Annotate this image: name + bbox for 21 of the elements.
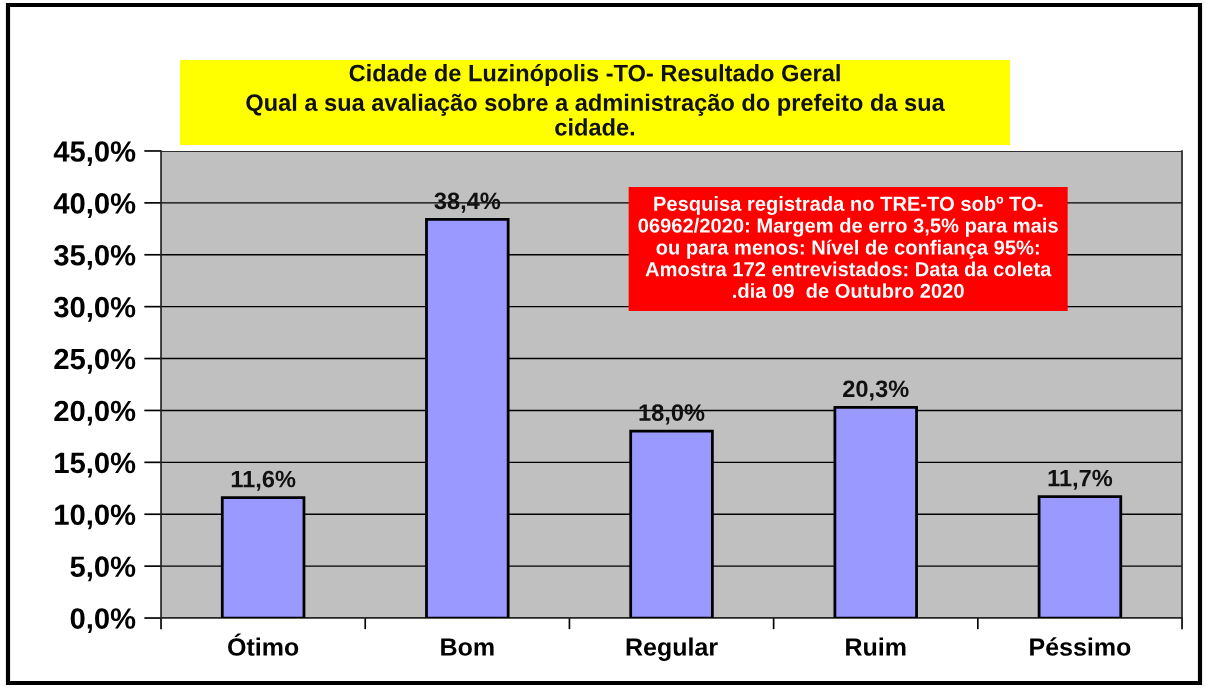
data-label: 11,7% (1048, 469, 1113, 490)
data-label: 11,6% (231, 470, 296, 491)
x-tick-label: Ótimo (228, 633, 299, 656)
y-tick-label: 20,0% (54, 400, 136, 426)
x-tick-label: Bom (441, 638, 494, 656)
y-tick-label: 35,0% (54, 244, 136, 270)
x-tick-label: Regular (626, 637, 718, 661)
y-tick-label: 25,0% (54, 348, 136, 374)
data-label: 20,3% (843, 380, 909, 401)
chart-subtitle: Qual a sua avaliação sobre a administração do prefeito da sua cidade. (246, 93, 945, 136)
y-tick-label: 10,0% (55, 504, 136, 530)
y-tick-label: 30,0% (54, 296, 136, 322)
annotation: Pesquisa registrada no TRE-TO sobº TO- 06962/2020: Margem de erro 3,5% para mais ou para menos: Nível de confiança 95%: Amostra 172 entrevistados: Data da coleta .dia 09 de Outubro 2020 (638, 196, 1058, 299)
y-tick-label: 45,0% (53, 141, 136, 167)
x-tick-label: Ruim (846, 637, 906, 656)
chart-title: Cidade de Luzinópolis -TO- Resultado Geral (349, 63, 840, 87)
y-tick-label: 5,0% (70, 556, 136, 582)
x-tick-label: Péssimo (1030, 637, 1131, 656)
y-tick-label: 0,0% (70, 608, 136, 634)
y-tick-label: 40,0% (53, 193, 136, 218)
y-tick-label: 15,0% (55, 452, 136, 478)
